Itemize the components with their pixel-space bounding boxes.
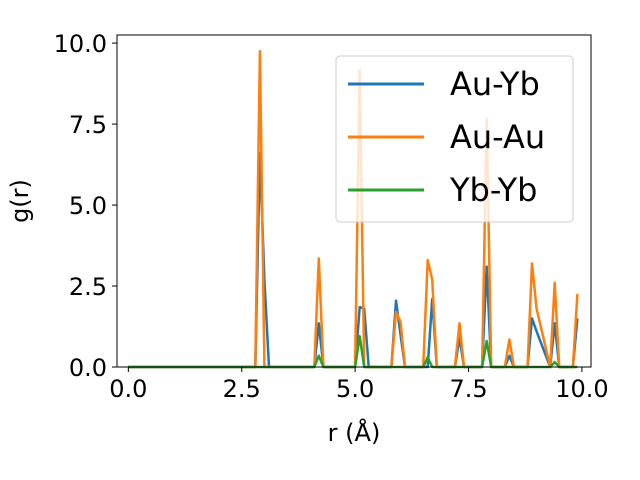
ticks-layer: 0.0 2.5 5.0 7.5 10.0 0.0 2.5 5.0 7.5 10.0 — [54, 30, 609, 403]
x-tick-label: 10.0 — [555, 375, 608, 403]
x-tick-label: 2.5 — [223, 375, 261, 403]
x-tick-label: 5.0 — [336, 375, 374, 403]
legend-label-0: Au-Yb — [450, 65, 540, 103]
x-tick-label: 7.5 — [449, 375, 487, 403]
legend: Au-Yb Au-Au Yb-Yb — [335, 55, 574, 223]
y-axis-label: g(r) — [6, 179, 34, 223]
series-line-2 — [128, 334, 578, 369]
plot-frame — [116, 34, 592, 368]
x-axis-label: r (Å) — [328, 418, 381, 447]
legend-label-1: Au-Au — [450, 118, 545, 156]
y-tick-label: 10.0 — [54, 30, 107, 58]
legend-label-2: Yb-Yb — [449, 171, 537, 209]
y-tick-label: 2.5 — [69, 273, 107, 301]
legend-box — [335, 55, 574, 223]
y-tick-label: 5.0 — [69, 192, 107, 220]
y-tick-label: 0.0 — [69, 354, 107, 382]
x-tick-label: 0.0 — [109, 375, 147, 403]
y-tick-label: 7.5 — [69, 111, 107, 139]
